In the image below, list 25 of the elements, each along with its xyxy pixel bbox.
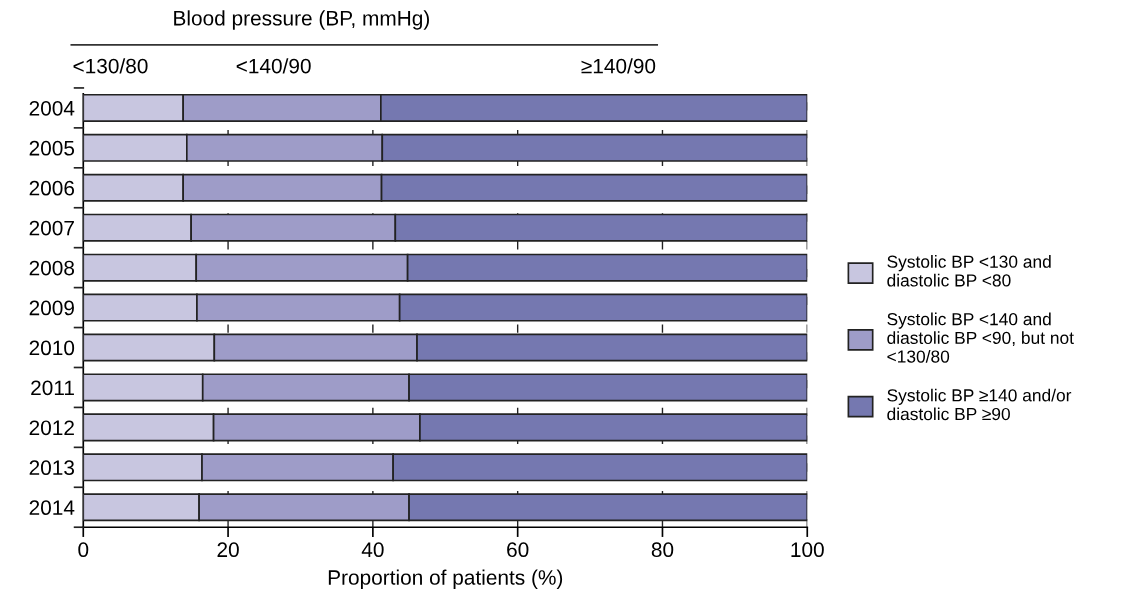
y-tick-label: 2008 — [29, 260, 75, 276]
y-tick-label: 2006 — [29, 180, 75, 196]
legend-label: Systolic BP <140 and diastolic BP <90, but not <130/80 — [887, 312, 1074, 363]
legend-label: Systolic BP ≥140 and/or diastolic BP ≥90 — [887, 388, 1072, 421]
y-tick-label: 2011 — [31, 380, 74, 396]
text: <140/90 — [236, 58, 311, 74]
text: ≥140/90 — [581, 58, 656, 74]
x-tick-label: 60 — [507, 542, 529, 558]
x-tick-label: 0 — [78, 542, 89, 558]
y-tick-label: 2012 — [29, 420, 74, 436]
x-axis-title: Proportion of patients (%) — [328, 569, 563, 589]
chart-title: Blood pressure (BP, mmHg) — [174, 10, 429, 30]
y-tick-label: 2007 — [29, 220, 74, 236]
x-tick-label: 20 — [217, 542, 239, 558]
x-tick-label: 40 — [361, 542, 384, 558]
y-tick-label: 2014 — [29, 500, 75, 516]
y-tick-label: 2010 — [29, 340, 75, 356]
y-tick-label: 2009 — [29, 300, 74, 316]
y-tick-label: 2005 — [29, 140, 75, 156]
x-tick-label: 100 — [791, 542, 824, 558]
x-tick-label: 80 — [651, 542, 674, 558]
y-tick-label: 2013 — [29, 460, 75, 476]
text: <130/80 — [73, 58, 148, 74]
y-tick-label: 2004 — [29, 100, 75, 116]
legend-label: Systolic BP <130 and diastolic BP <80 — [887, 255, 1051, 287]
